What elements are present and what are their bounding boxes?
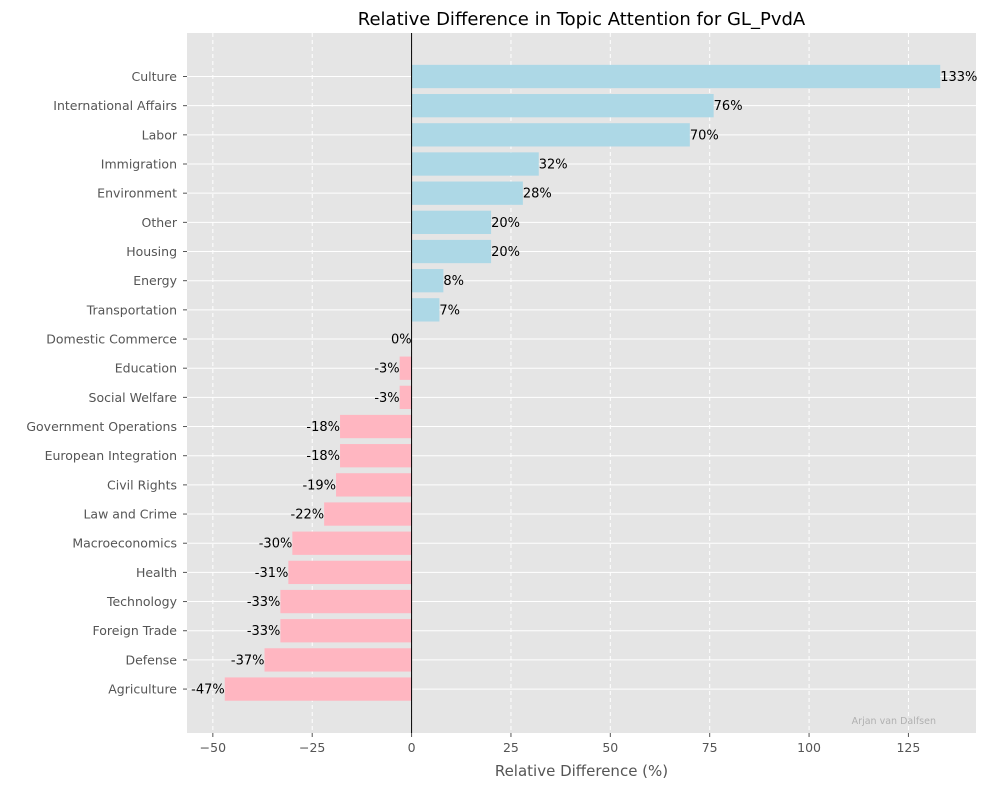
y-tick-labels: Culture International Affairs Labor Immigra… bbox=[26, 69, 187, 697]
bar-european-integration bbox=[340, 444, 412, 467]
y-tick-label: Defense bbox=[125, 652, 177, 667]
data-label: 28% bbox=[523, 187, 552, 202]
y-tick-label: Other bbox=[142, 215, 178, 230]
y-tick-label: Foreign Trade bbox=[93, 623, 178, 638]
bar-energy bbox=[412, 269, 444, 292]
y-tick-label: Housing bbox=[126, 244, 177, 259]
data-label: -18% bbox=[306, 449, 340, 464]
data-label: -3% bbox=[374, 391, 399, 406]
x-tick-label: 25 bbox=[503, 740, 519, 755]
bar-technology bbox=[280, 590, 411, 613]
bar-culture bbox=[412, 65, 941, 88]
y-tick-label: International Affairs bbox=[53, 98, 177, 113]
bar-housing bbox=[412, 240, 491, 263]
bar-other bbox=[412, 211, 491, 234]
x-tick-label: 50 bbox=[602, 740, 618, 755]
data-label: -33% bbox=[247, 624, 281, 639]
bar-labor bbox=[412, 123, 690, 146]
bar-macroeconomics bbox=[292, 532, 411, 555]
x-tick-label: 75 bbox=[702, 740, 718, 755]
data-label: 8% bbox=[443, 274, 464, 289]
y-tick-label: Labor bbox=[142, 127, 178, 142]
data-label: 0% bbox=[391, 333, 412, 348]
x-tick-label: 100 bbox=[797, 740, 821, 755]
bar-education bbox=[400, 357, 412, 380]
x-tick-label: −50 bbox=[200, 740, 226, 755]
data-label: 20% bbox=[491, 216, 520, 231]
data-label: 76% bbox=[714, 99, 743, 114]
bar-health bbox=[288, 561, 411, 584]
bar-agriculture bbox=[225, 677, 412, 700]
data-label: 32% bbox=[539, 158, 568, 173]
data-label: -19% bbox=[302, 478, 336, 493]
y-tick-label: Technology bbox=[106, 594, 178, 609]
bar-defense bbox=[265, 648, 412, 671]
chart-title: Relative Difference in Topic Attention f… bbox=[358, 9, 806, 30]
x-tick-label: 0 bbox=[408, 740, 416, 755]
y-tick-label: Health bbox=[136, 565, 177, 580]
data-label: -33% bbox=[247, 595, 281, 610]
data-label: 70% bbox=[690, 128, 719, 143]
x-tick-labels: −50 −25 0 25 50 75 100 125 bbox=[200, 733, 921, 755]
y-tick-label: Agriculture bbox=[108, 682, 177, 697]
y-tick-label: European Integration bbox=[45, 448, 177, 463]
y-tick-label: Law and Crime bbox=[83, 507, 177, 522]
bar-civil-rights bbox=[336, 473, 412, 496]
bar-law-and-crime bbox=[324, 502, 411, 525]
data-label: 7% bbox=[439, 303, 460, 318]
data-label: -37% bbox=[231, 653, 265, 668]
y-tick-label: Transportation bbox=[86, 302, 177, 317]
data-label: -31% bbox=[255, 566, 289, 581]
watermark: Arjan van Dalfsen bbox=[852, 716, 936, 727]
x-tick-label: 125 bbox=[896, 740, 920, 755]
data-label: -30% bbox=[259, 537, 293, 552]
data-label: 20% bbox=[491, 245, 520, 260]
y-tick-label: Domestic Commerce bbox=[46, 332, 177, 347]
bar-environment bbox=[412, 182, 523, 205]
y-tick-label: Macroeconomics bbox=[72, 536, 177, 551]
y-tick-label: Government Operations bbox=[26, 419, 177, 434]
bar-immigration bbox=[412, 152, 539, 175]
y-tick-label: Immigration bbox=[101, 157, 177, 172]
data-label: -3% bbox=[374, 362, 399, 377]
y-tick-label: Civil Rights bbox=[107, 477, 177, 492]
data-label: -18% bbox=[306, 420, 340, 435]
bar-government-operations bbox=[340, 415, 412, 438]
bar-social-welfare bbox=[400, 386, 412, 409]
y-tick-label: Environment bbox=[97, 186, 177, 201]
y-tick-label: Energy bbox=[133, 273, 177, 288]
y-tick-label: Culture bbox=[131, 69, 177, 84]
y-tick-label: Education bbox=[115, 361, 177, 376]
data-label: -47% bbox=[191, 683, 225, 698]
x-axis-label: Relative Difference (%) bbox=[495, 762, 668, 780]
bar-transportation bbox=[412, 298, 440, 321]
bar-foreign-trade bbox=[280, 619, 411, 642]
data-label: -22% bbox=[291, 508, 325, 523]
data-label: 133% bbox=[940, 70, 977, 85]
x-tick-label: −25 bbox=[299, 740, 325, 755]
y-tick-label: Social Welfare bbox=[89, 390, 178, 405]
bar-international-affairs bbox=[412, 94, 714, 117]
